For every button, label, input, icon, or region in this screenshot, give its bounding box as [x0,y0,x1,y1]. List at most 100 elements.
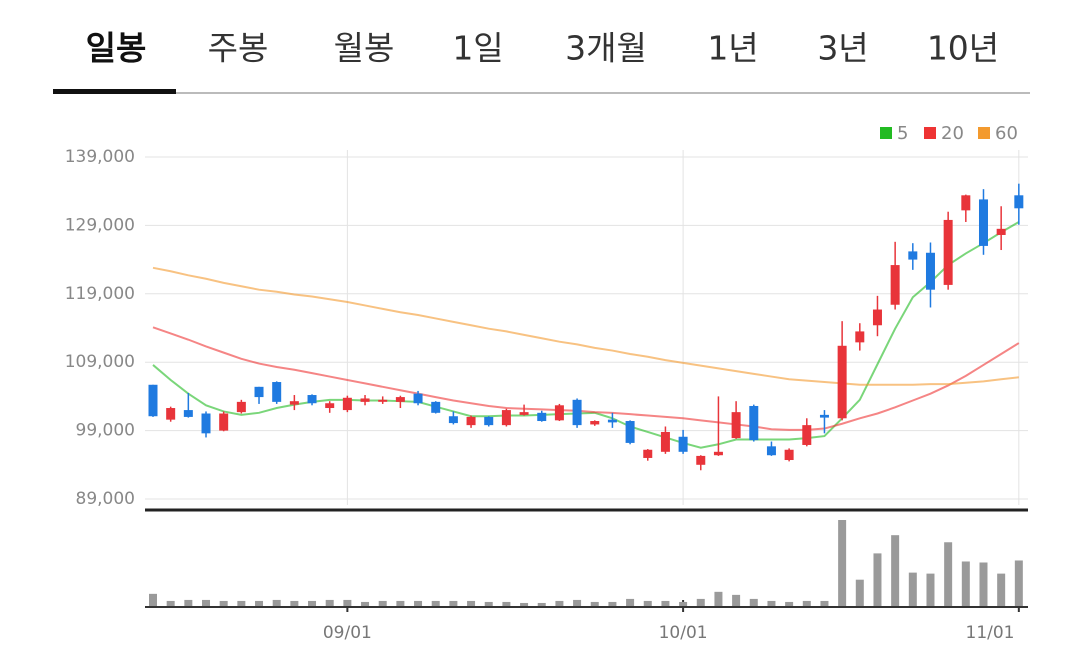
y-tick-label: 99,000 [76,421,135,441]
volume-bar [202,599,211,606]
volume-bar [626,598,635,606]
volume-bar [537,602,546,606]
candle-body [678,436,688,452]
candle-body [272,382,282,402]
volume-bar [290,600,299,606]
candle-body [925,252,935,290]
candle-body [466,416,476,426]
volume-bar [272,599,281,606]
volume-bar [873,553,882,606]
tab-underline [53,89,176,94]
volume-bar [449,600,458,606]
volume-bar [237,600,246,606]
candle-body [766,446,776,456]
tab[interactable]: 1일 [452,29,503,68]
y-tick-label: 139,000 [65,147,135,167]
candle-body [731,412,741,439]
volume-bar [679,601,688,606]
tab[interactable]: 월봉 [334,29,395,68]
candle-body [908,251,918,260]
legend-swatch [978,127,990,139]
candle-body [872,309,882,326]
candle-body [289,401,299,405]
legend-swatch [880,127,892,139]
volume-bar [520,602,529,606]
volume-bar [308,600,317,606]
candle-body [855,331,865,343]
candle-body [378,399,388,402]
volume-bar [467,600,476,606]
x-tick-label: 09/01 [323,623,372,643]
volume-bar [785,601,794,606]
candle-body [660,431,670,452]
volume-bar [961,561,970,606]
volume-bar [926,573,935,606]
candle-body [625,421,635,443]
tab[interactable]: 1년 [707,29,758,68]
candle-body [890,265,900,305]
candle-body [607,419,617,423]
y-tick-label: 109,000 [65,352,135,372]
y-tick-label: 129,000 [65,215,135,235]
volume-bar [608,601,617,606]
tab[interactable]: 일봉 [86,29,147,68]
candle-body [219,413,229,431]
candle-body [148,384,158,417]
volume-bar [219,600,228,606]
candle-body [448,416,458,424]
x-tick-label: 11/01 [966,623,1015,643]
candle-body [431,401,441,413]
volume-bar [414,600,423,606]
volume-bar [838,520,847,606]
volume-bar [378,600,387,606]
tab[interactable]: 3개월 [565,29,647,68]
candle-body [484,416,494,426]
candle-body [325,403,335,409]
candle-body [837,345,847,419]
volume-bar [325,599,334,606]
volume-bar [361,601,370,606]
volume-bar [149,593,157,606]
candle-body [254,386,264,398]
volume-bar [484,601,493,606]
candle-body [749,405,759,441]
candle-body [819,414,829,418]
volume-bar [184,599,193,606]
volume-bar [555,600,564,606]
candle-body [201,413,211,434]
volume-bar [767,600,776,606]
legend-swatch [924,127,936,139]
tab[interactable]: 10년 [927,29,999,68]
candle-body [590,421,600,425]
tab[interactable]: 3년 [817,29,868,68]
volume-bar [749,598,758,606]
candle-body [961,195,971,211]
volume-bar [908,572,917,606]
candle-body [713,451,723,456]
tab[interactable]: 주봉 [208,29,269,68]
candle-body [943,219,953,285]
volume-bar [820,600,829,606]
volume-bar [944,542,953,606]
candle-body [395,397,405,402]
candle-body [519,412,529,415]
volume-bar [997,573,1006,606]
legend-label: 20 [941,123,964,144]
candle-body [183,410,193,417]
volume-bar [431,600,440,606]
volume-bar [979,562,988,606]
volume-bar [255,600,264,606]
y-tick-label: 89,000 [76,489,135,509]
volume-bar [643,600,652,606]
candle-body [643,449,653,458]
volume-bar [696,598,705,606]
candle-body [978,199,988,246]
volume-bar [166,600,175,606]
candle-body [360,398,370,402]
candle-body [236,401,246,413]
candle-body [996,228,1006,235]
volume-bar [343,599,352,606]
volume-bar [802,600,811,606]
